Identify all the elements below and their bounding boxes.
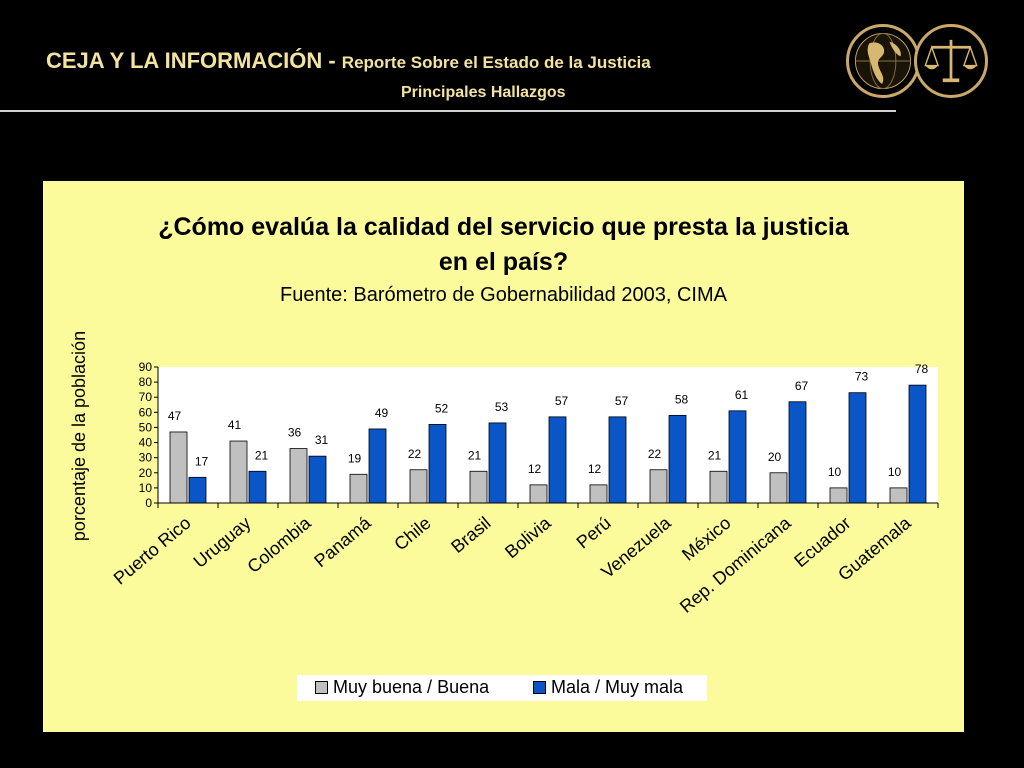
chart-title-line2: en el país? xyxy=(438,248,569,276)
bar-series2 xyxy=(668,414,687,504)
y-tick-label: 90 xyxy=(139,360,153,374)
data-label: 19 xyxy=(348,451,362,465)
data-label: 10 xyxy=(888,465,902,479)
x-tick-label: Panamá xyxy=(310,512,375,571)
y-tick-label: 10 xyxy=(139,481,153,495)
bar-series2 xyxy=(728,410,747,504)
data-label: 21 xyxy=(255,448,269,462)
x-tick-label: Colombia xyxy=(243,512,315,577)
legend-label-series1: Muy buena / Buena xyxy=(333,677,490,697)
x-tick-label: Brasil xyxy=(447,513,494,557)
legend-label-series2: Mala / Muy mala xyxy=(551,677,684,697)
chart-title-line1: ¿Cómo evalúa la calidad del servicio que… xyxy=(158,213,849,241)
bar-series1 xyxy=(529,484,548,504)
bar-series1 xyxy=(469,470,488,504)
header-subtitle: Principales Hallazgos xyxy=(401,84,566,101)
bar-series2 xyxy=(428,424,447,504)
x-tick-label: Perú xyxy=(573,513,615,553)
y-tick-label: 70 xyxy=(139,390,153,404)
data-label: 12 xyxy=(528,462,542,476)
bar-series2 xyxy=(188,476,207,504)
bar-series1 xyxy=(649,469,668,504)
y-tick-label: 20 xyxy=(139,466,153,480)
chart-subtitle: Fuente: Barómetro de Gobernabilidad 2003… xyxy=(280,284,727,306)
y-tick-label: 30 xyxy=(139,451,153,465)
y-tick-label: 50 xyxy=(139,420,153,434)
bar-series1 xyxy=(349,473,368,504)
header-title: CEJA Y LA INFORMACIÓN - Reporte Sobre el… xyxy=(46,48,651,74)
y-tick-label: 60 xyxy=(139,405,153,419)
bar-series2 xyxy=(548,416,567,504)
x-tick-label: Rep. Dominicana xyxy=(676,512,795,617)
legend-swatch-series2 xyxy=(533,681,546,694)
bar-series1 xyxy=(289,448,308,504)
scales-of-justice-icon xyxy=(914,24,988,98)
header-divider xyxy=(0,110,896,112)
bar-series1 xyxy=(409,469,428,504)
data-label: 57 xyxy=(555,394,569,408)
y-tick-label: 40 xyxy=(139,436,153,450)
data-label: 49 xyxy=(375,406,389,420)
bar-series2 xyxy=(788,401,807,504)
data-label: 22 xyxy=(648,447,662,461)
bar-series1 xyxy=(829,487,848,504)
bar-series1 xyxy=(769,472,788,504)
legend-swatch-series1 xyxy=(315,681,328,694)
data-label: 47 xyxy=(168,409,182,423)
data-label: 21 xyxy=(708,448,722,462)
bar-series2 xyxy=(248,470,267,504)
bar-series2 xyxy=(848,392,867,504)
bar-series1 xyxy=(229,440,248,504)
data-label: 61 xyxy=(735,388,749,402)
data-label: 57 xyxy=(615,394,629,408)
x-tick-label: Bolivia xyxy=(501,512,555,562)
header-title-main: CEJA Y LA INFORMACIÓN - xyxy=(46,48,342,73)
data-label: 17 xyxy=(195,454,209,468)
data-label: 10 xyxy=(828,465,842,479)
bar-series1 xyxy=(589,484,608,504)
legend-item-series2: Mala / Muy mala xyxy=(533,677,683,698)
bar-series1 xyxy=(169,431,188,504)
y-tick-label: 80 xyxy=(139,375,153,389)
globe-icon xyxy=(846,24,920,98)
data-label: 22 xyxy=(408,447,422,461)
y-axis-label: porcentaje de la población xyxy=(69,331,89,541)
bar-series2 xyxy=(488,422,507,504)
chart-panel: ¿Cómo evalúa la calidad del servicio que… xyxy=(43,181,964,732)
data-label: 20 xyxy=(768,450,782,464)
x-tick-label: México xyxy=(678,513,735,565)
plot-area xyxy=(158,367,938,503)
x-tick-label: Chile xyxy=(390,513,434,555)
bar-series2 xyxy=(608,416,627,504)
bar-series2 xyxy=(368,428,387,504)
data-label: 53 xyxy=(495,400,509,414)
data-label: 67 xyxy=(795,379,809,393)
data-label: 58 xyxy=(675,392,689,406)
data-label: 41 xyxy=(228,418,242,432)
data-label: 73 xyxy=(855,370,869,384)
x-tick-label: Puerto Rico xyxy=(110,513,195,589)
y-tick-label: 0 xyxy=(145,496,152,510)
header-title-sub: Reporte Sobre el Estado de la Justicia xyxy=(341,53,651,72)
data-label: 12 xyxy=(588,462,602,476)
data-label: 31 xyxy=(315,433,329,447)
bar-series2 xyxy=(308,455,327,504)
chart-legend: Muy buena / Buena Mala / Muy mala xyxy=(297,675,707,701)
bar-series2 xyxy=(908,384,927,504)
data-label: 78 xyxy=(915,362,929,376)
data-label: 52 xyxy=(435,401,449,415)
data-label: 21 xyxy=(468,448,482,462)
bar-series1 xyxy=(709,470,728,504)
data-label: 36 xyxy=(288,426,302,440)
legend-item-series1: Muy buena / Buena xyxy=(315,677,489,698)
bar-series1 xyxy=(889,487,908,504)
